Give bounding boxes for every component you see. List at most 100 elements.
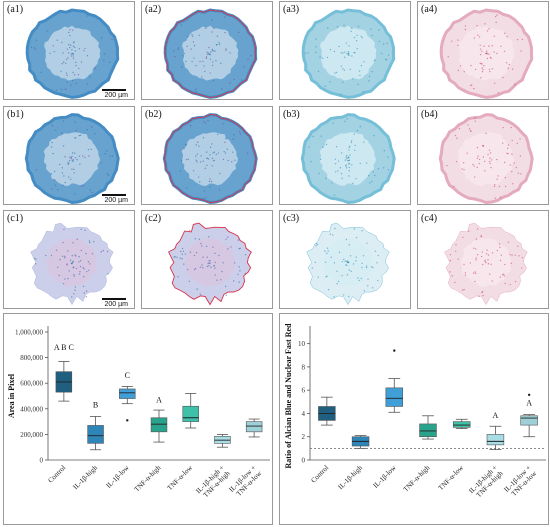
cell-dot [519,155,522,157]
cell-dot [107,273,109,275]
cell-dot [73,293,75,295]
cell-dot [481,70,484,73]
cell-dot [221,88,223,90]
cell-dot [198,238,200,240]
panel-label: (a2) [145,4,162,15]
x-tick-label: IL-1β-high +TNF-α-high [194,463,231,500]
cell-dot [336,26,339,28]
x-tick-label: TNF-α-low [437,463,466,492]
cell-dot [191,60,193,63]
panel-label: (c4) [421,213,438,224]
cell-dot [216,35,219,37]
cell-dot [331,182,333,184]
cell-dot [222,122,224,125]
cell-dot [478,36,481,38]
cell-dot [218,42,220,44]
cell-dot [490,57,492,60]
cell-dot [192,41,195,43]
cell-dot [388,54,390,56]
cell-dot [237,239,240,241]
cell-dot [472,163,474,166]
outline-trace [168,222,252,306]
cell-dot [199,161,202,163]
cell-dot [81,185,83,188]
y-tick-label: 0 [40,457,44,465]
cell-dot [188,229,191,232]
cell-dot [325,276,327,278]
cell-dot [455,250,457,253]
cell-dot [512,183,514,185]
cell-dot [64,257,66,259]
cell-dot [463,288,465,291]
box-tnf-high [419,423,437,438]
micrograph-panel: (b1) 200 µm [3,106,135,205]
cell-dot [362,255,365,257]
cell-dot [361,230,363,232]
cell-dot [354,144,356,147]
cell-dot [511,68,514,70]
cell-dot [91,191,93,194]
cell-dot [206,157,208,160]
cell-dot [100,37,103,39]
cell-dot [68,176,70,178]
cell-dot [348,149,350,151]
cell-dot [67,162,69,164]
cell-dot [88,155,90,157]
cell-dot [479,48,482,50]
cell-dot [35,258,37,260]
cell-dot [100,162,102,164]
cell-dot [78,273,81,275]
cell-dot [209,186,211,188]
cell-dot [463,169,465,171]
cell-dot [214,267,216,269]
cell-dot [73,46,76,49]
cell-dot [237,273,239,276]
cell-dot [83,49,85,52]
cell-dot [451,275,453,277]
cell-dot [193,268,196,271]
cell-dot [66,48,69,50]
cell-dot [196,161,198,163]
cell-dot [73,41,75,43]
cell-dot [239,247,241,250]
x-tick-label-line: TNF-α-low [437,463,466,492]
cell-dot [65,72,68,74]
cell-dot [353,133,355,135]
cell-dot [493,51,495,53]
cell-dot [211,143,213,145]
outline-trace [164,9,257,98]
y-axis-title: Area in Pixel [7,373,16,418]
cell-dot [359,125,361,128]
x-tick-label-line: Control [46,464,67,485]
cell-dot [333,262,336,264]
cell-dot [224,16,226,18]
cell-dot [357,277,359,279]
scale-bar [102,89,126,91]
cell-dot [487,263,490,265]
cell-dot [491,68,494,70]
cell-dot [57,189,59,191]
cell-dot [67,277,69,280]
x-tick-label: IL-1β-low [372,463,399,490]
cell-dot [61,255,64,258]
cell-dot [501,274,504,276]
cell-dot [179,170,182,173]
micrograph-image [444,222,528,306]
cell-dot [61,62,63,65]
cell-dot [366,242,368,245]
cell-dot [214,274,216,276]
cell-dot [347,51,350,53]
cell-dot [217,152,220,154]
tissue-core [319,132,376,186]
cell-dot [319,56,321,58]
cell-dot [485,132,487,135]
cell-dot [199,181,201,183]
cell-dot [183,263,185,265]
cell-dot [462,236,464,239]
cell-dot [83,275,85,278]
cell-dot [202,160,204,162]
cell-dot [206,256,208,258]
cell-dot [511,254,513,256]
cell-dot [33,257,36,260]
cell-dot [374,59,376,62]
